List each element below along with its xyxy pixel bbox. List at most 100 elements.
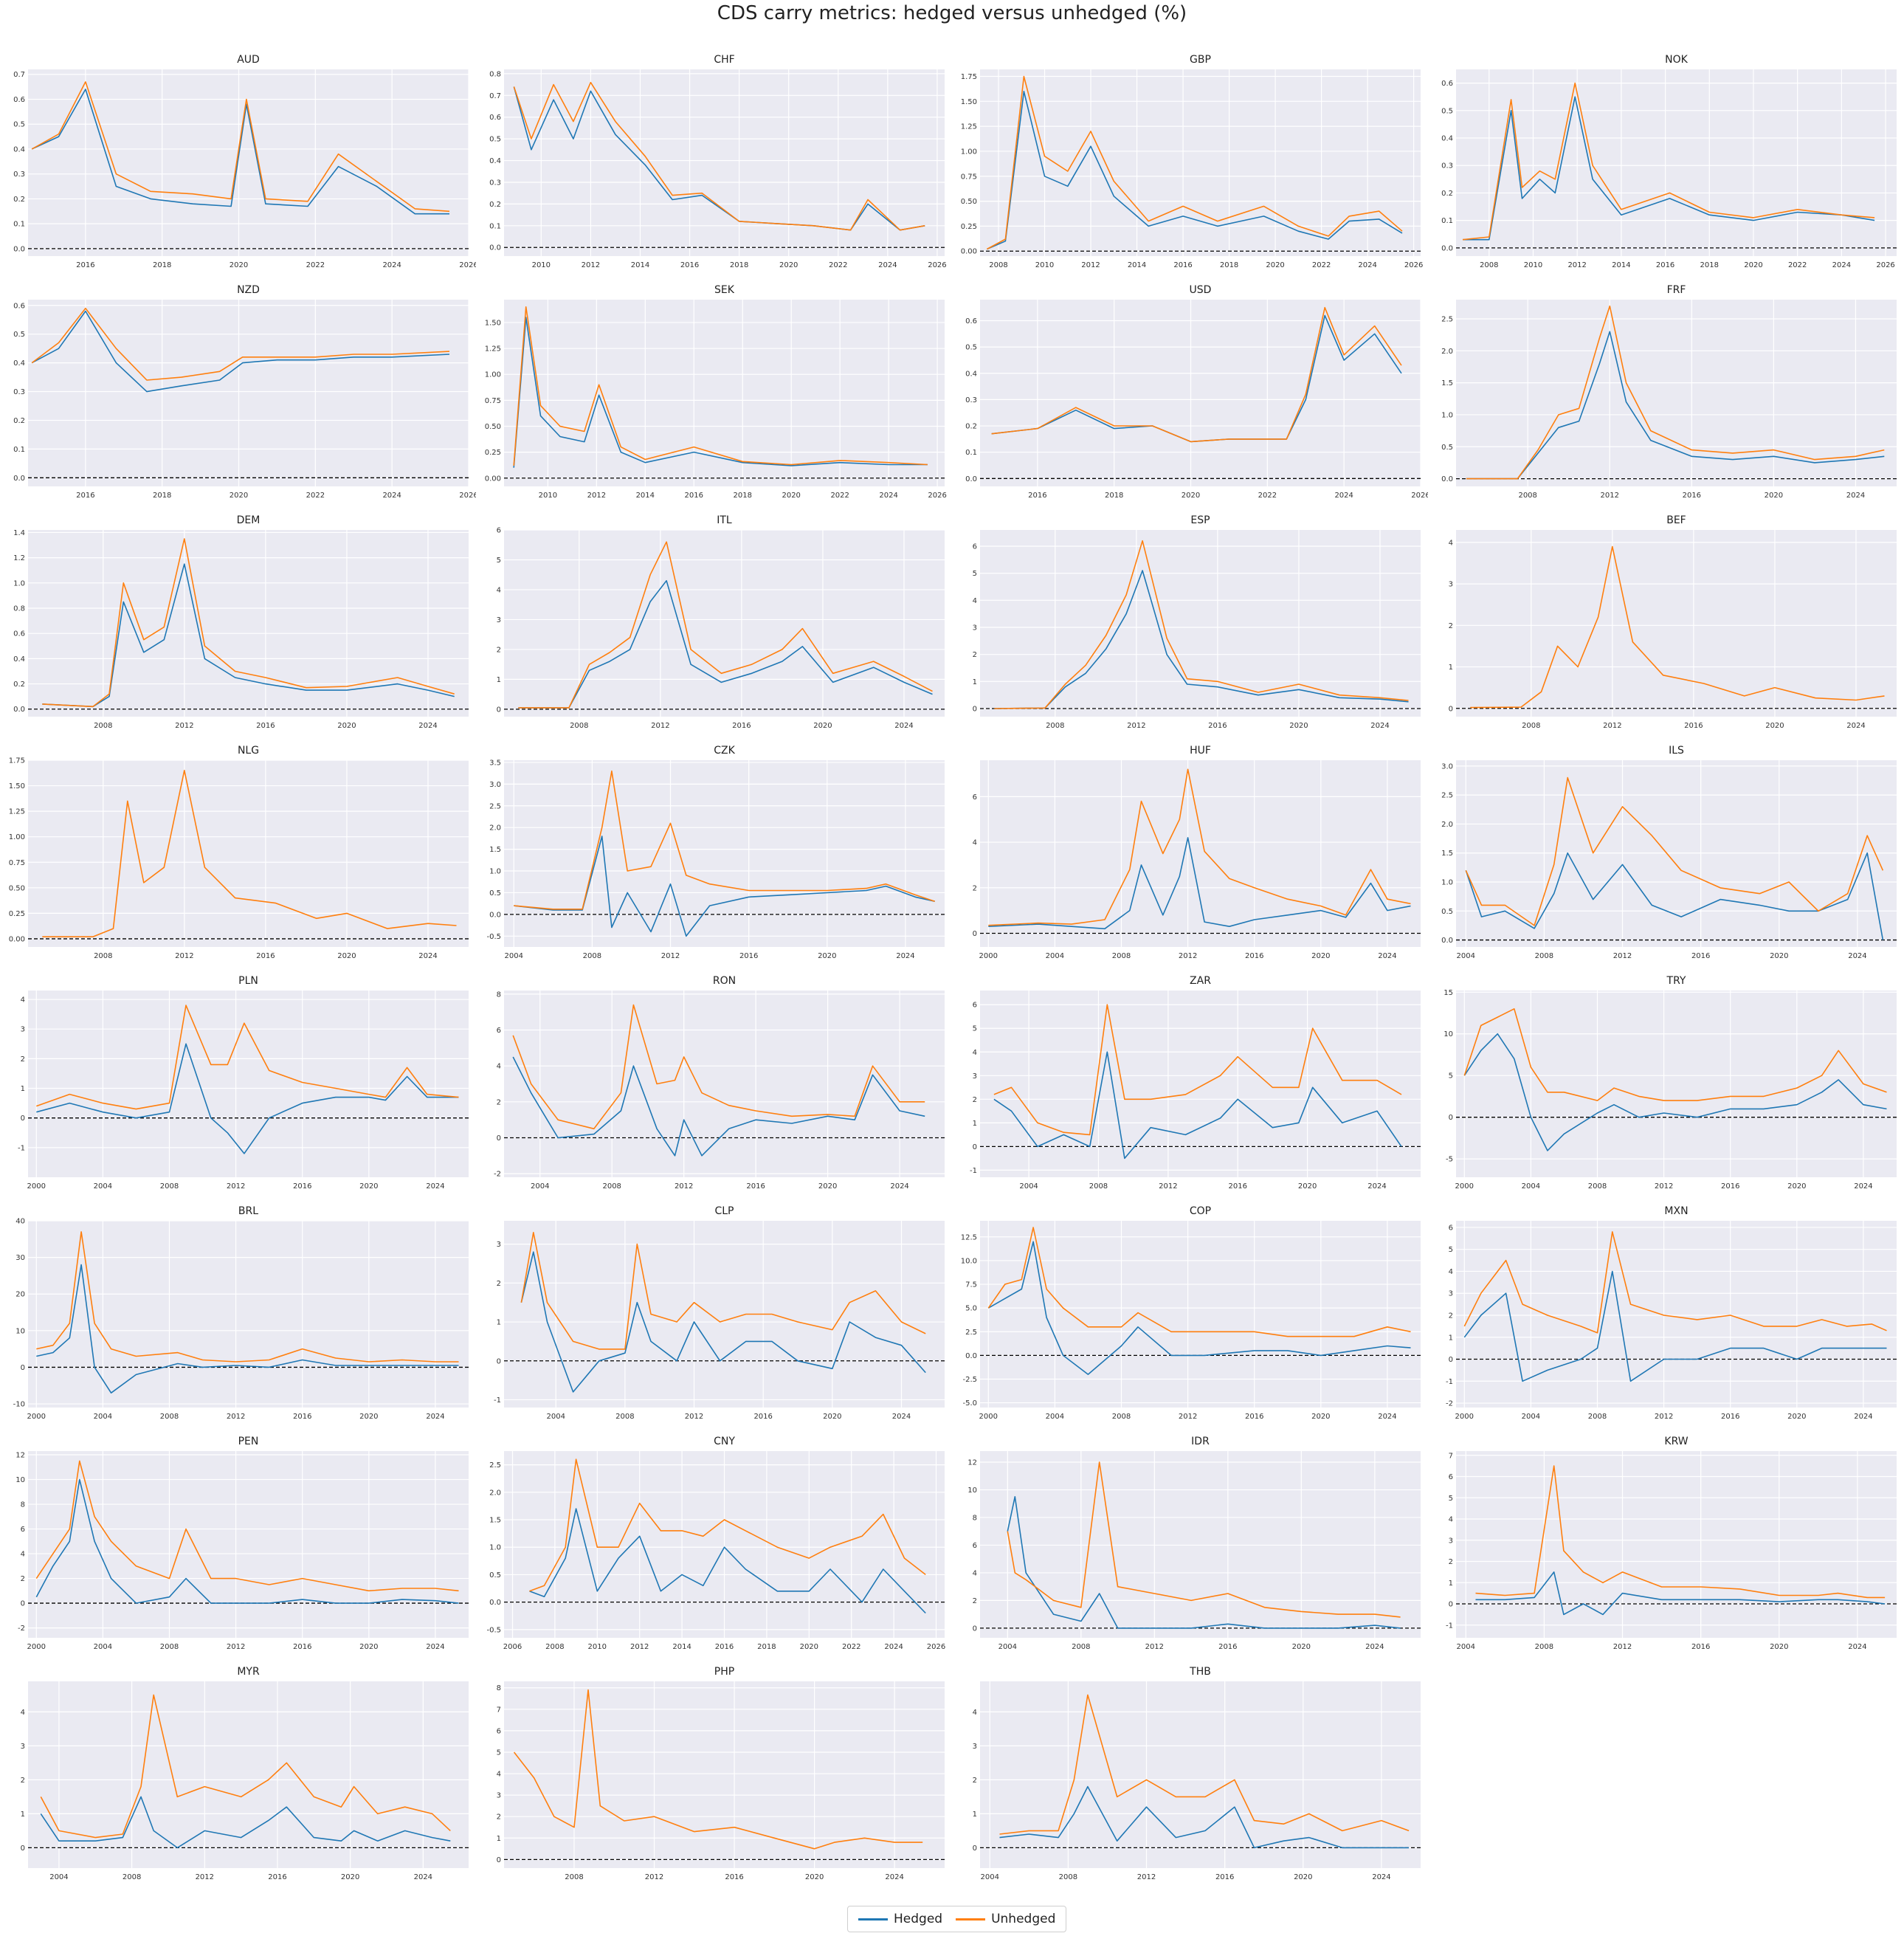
legend-swatch-hedged xyxy=(858,1918,888,1921)
x-tick-label: 2024 xyxy=(890,1182,908,1191)
y-tick-label: 0.3 xyxy=(13,170,25,179)
y-tick-label: 4 xyxy=(973,839,977,847)
y-tick-label: 1 xyxy=(973,1120,977,1128)
series-line-hedged xyxy=(1466,331,1885,480)
plot-area xyxy=(504,1221,945,1408)
series-line-hedged xyxy=(994,570,1409,709)
x-tick-label: 2000 xyxy=(979,1413,998,1421)
y-tick-label: 4 xyxy=(1449,539,1453,547)
series-line-hedged xyxy=(42,563,455,708)
x-tick-label: 2020 xyxy=(813,722,832,730)
panel-brl: BRL -10 0 10 20 30 40 2000 2004 2008 2012 2016 2020 2… xyxy=(0,1203,476,1434)
x-tick-label: 2004 xyxy=(49,1873,68,1881)
y-tick-label: -1 xyxy=(1446,1622,1453,1630)
y-tick-label: 1.25 xyxy=(961,123,977,131)
legend-label-hedged: Hedged xyxy=(894,1912,943,1926)
y-tick-label: 1.00 xyxy=(961,148,977,156)
x-tick-label: 2026 xyxy=(459,492,476,500)
x-tick-label: 2000 xyxy=(1455,1182,1474,1191)
y-tick-label: 30 xyxy=(15,1254,25,1262)
legend-item-hedged: Hedged xyxy=(858,1912,942,1926)
y-tick-label: -10 xyxy=(13,1401,25,1409)
x-tick-label: 2024 xyxy=(1370,722,1389,730)
y-tick-label: -1 xyxy=(494,1396,501,1405)
y-tick-label: -2 xyxy=(18,1625,25,1633)
y-tick-label: 1.50 xyxy=(9,782,25,790)
y-tick-label: 2.0 xyxy=(1441,348,1453,356)
x-tick-label: 2018 xyxy=(1220,261,1238,269)
plot-area xyxy=(980,1451,1421,1638)
y-tick-label: 1 xyxy=(497,1835,501,1843)
x-tick-label: 2004 xyxy=(1522,1413,1540,1421)
y-tick-label: 0.25 xyxy=(961,223,977,231)
series-line-unhedged xyxy=(1475,1465,1886,1599)
y-tick-label: 2.5 xyxy=(489,1461,501,1470)
y-tick-label: 0.2 xyxy=(13,417,25,425)
y-tick-label: 6 xyxy=(497,1727,501,1735)
x-tick-label: 2000 xyxy=(1455,1413,1474,1421)
series-line-hedged xyxy=(1463,96,1875,241)
y-tick-label: 0.5 xyxy=(489,136,501,144)
plot-area xyxy=(1456,1221,1897,1408)
panel-thb: THB 0 1 2 3 4 2004 2008 2012 2016 2020 2024 xyxy=(952,1664,1428,1895)
y-tick-label: 1.0 xyxy=(13,579,25,588)
x-tick-label: 2008 xyxy=(160,1182,179,1191)
x-tick-label: 2004 xyxy=(1457,1643,1475,1651)
x-tick-label: 2018 xyxy=(734,492,752,500)
x-tick-label: 2008 xyxy=(602,1182,621,1191)
x-tick-label: 2008 xyxy=(1588,1182,1607,1191)
plot-area xyxy=(28,1221,469,1408)
x-tick-label: 2016 xyxy=(76,261,94,269)
series-line-unhedged xyxy=(987,1227,1411,1337)
x-tick-label: 2010 xyxy=(588,1643,607,1651)
legend-item-unhedged: Unhedged xyxy=(956,1912,1055,1926)
panel-title: KRW xyxy=(1664,1436,1688,1447)
panel-pln: PLN -1 0 1 2 3 4 2000 2004 2008 2012 2016 2020 2024 xyxy=(0,973,476,1204)
panel-try: TRY -5 0 5 10 15 2000 2004 2008 2012 2016 2020 2024 xyxy=(1428,973,1904,1204)
x-tick-label: 2024 xyxy=(414,1873,432,1881)
y-tick-label: 0.4 xyxy=(1441,135,1453,143)
y-tick-label: 0.5 xyxy=(13,331,25,339)
panel-svg: THB 0 1 2 3 4 2004 2008 2012 2016 2020 2024 xyxy=(973,1666,1421,1881)
y-tick-label: 0.8 xyxy=(13,604,25,613)
plot-area xyxy=(1456,991,1897,1177)
x-tick-label: 2012 xyxy=(1613,952,1632,960)
y-tick-label: 0 xyxy=(1449,1601,1453,1609)
x-tick-label: 2020 xyxy=(1311,952,1330,960)
y-tick-label: 0.1 xyxy=(13,446,25,454)
y-tick-label: 6 xyxy=(973,543,977,551)
plot-area xyxy=(28,1681,469,1868)
y-tick-label: -2.5 xyxy=(962,1376,977,1384)
x-tick-label: 2012 xyxy=(582,261,600,269)
y-tick-label: 6 xyxy=(973,1002,977,1010)
y-tick-label: 0 xyxy=(973,1143,977,1151)
y-tick-label: 5 xyxy=(497,1749,501,1757)
series-line-hedged xyxy=(36,1043,459,1154)
series-line-unhedged xyxy=(520,1231,926,1350)
y-tick-label: 2 xyxy=(973,884,977,892)
panel-huf: HUF 0 2 4 6 2000 2004 2008 2012 2016 2020 2024 xyxy=(952,743,1428,974)
y-tick-label: 0 xyxy=(497,1357,501,1365)
panel-svg: PEN -2 0 2 4 6 8 10 12 2000 2004 2008 2012 2016 2020 20… xyxy=(15,1436,469,1651)
x-tick-label: 2016 xyxy=(732,722,751,730)
y-tick-label: 1.4 xyxy=(13,529,25,537)
series-line-hedged xyxy=(513,317,928,468)
panel-svg: CNY -0.5 0.0 0.5 1.0 1.5 2.0 2.5 2006 2008 2010 201… xyxy=(486,1436,945,1651)
x-tick-label: 2020 xyxy=(1266,261,1284,269)
y-tick-label: 0.5 xyxy=(489,889,501,898)
y-tick-label: 10 xyxy=(15,1327,25,1335)
y-tick-label: 0.00 xyxy=(485,475,501,483)
x-tick-label: 2008 xyxy=(1059,1873,1077,1881)
y-tick-label: 0.4 xyxy=(13,655,25,664)
x-tick-label: 2012 xyxy=(661,952,680,960)
x-tick-label: 2012 xyxy=(1127,722,1145,730)
x-tick-label: 2026 xyxy=(459,261,476,269)
x-tick-label: 2008 xyxy=(1535,1643,1553,1651)
panel-svg: RON -2 0 2 4 6 8 2004 2008 2012 2016 2020 2024 xyxy=(494,975,945,1191)
x-tick-label: 2016 xyxy=(293,1643,311,1651)
y-tick-label: 0.3 xyxy=(1441,162,1453,170)
panel-title: NLG xyxy=(238,745,259,757)
panel-itl: ITL 0 1 2 3 4 5 6 2008 2012 2016 2020 2024 xyxy=(476,512,952,743)
y-tick-label: -2 xyxy=(494,1171,501,1179)
x-tick-label: 2022 xyxy=(306,261,325,269)
